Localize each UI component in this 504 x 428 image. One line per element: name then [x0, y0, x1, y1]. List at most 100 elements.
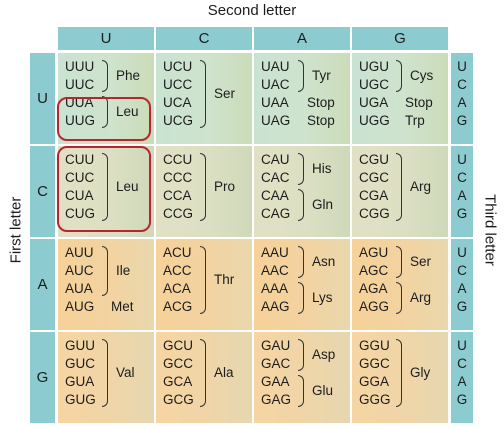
codon-cell: GUU GUC GUA GUG Val: [58, 332, 154, 423]
amino-acid-label: Tyr: [312, 68, 331, 83]
brace-icon: [102, 246, 108, 296]
codon-cell: AGU AGC AGA AGG Ser Arg: [352, 239, 448, 330]
codon-cell: UGU UGC UGA UGG Cys Stop Trp: [352, 53, 448, 144]
codon-cga: CGA: [359, 188, 389, 203]
codon-guu: GUU: [65, 338, 95, 353]
codon-uag: UAG: [261, 113, 291, 128]
codon-gca: GCA: [163, 374, 193, 389]
second-letter-header-g: G: [352, 27, 448, 50]
codon-gac: GAC: [261, 356, 291, 371]
amino-acid-label: His: [312, 161, 332, 176]
codon-auc: AUC: [65, 263, 94, 278]
codon-uac: UAC: [261, 77, 290, 92]
third-letter-title: Third letter: [481, 194, 499, 266]
codon-aua: AUA: [65, 281, 93, 296]
second-letter-header-u: U: [58, 27, 154, 50]
codon-cag: CAG: [261, 206, 291, 221]
codon-aau: AAU: [261, 245, 289, 260]
brace-icon: [298, 189, 304, 221]
codon-gua: GUA: [65, 374, 95, 389]
codon-ugu: UGU: [359, 59, 389, 74]
brace-icon: [298, 60, 304, 92]
codon-ccg: CCG: [163, 206, 193, 221]
codon-gau: GAU: [261, 338, 291, 353]
third-letter-c: C: [457, 77, 467, 92]
third-letter-g: G: [456, 299, 468, 314]
amino-acid-label: Leu: [116, 104, 139, 119]
third-letter-c: C: [457, 263, 467, 278]
amino-acid-label: Pro: [214, 179, 236, 194]
brace-icon: [396, 246, 402, 278]
codon-aac: AAC: [261, 263, 289, 278]
codon-cell: AUU AUC AUA AUG Ile Met: [58, 239, 154, 330]
codon-gaa: GAA: [261, 374, 290, 389]
codon-ugc: UGC: [359, 77, 389, 92]
brace-icon: [102, 339, 108, 407]
third-letter-u: U: [457, 338, 467, 353]
codon-gug: GUG: [65, 392, 96, 407]
amino-acid-label: Ser: [214, 86, 236, 101]
third-letter-u: U: [457, 245, 467, 260]
amino-acid-label: Phe: [116, 68, 141, 83]
codon-cug: CUG: [65, 206, 95, 221]
codon-cuc: CUC: [65, 170, 95, 185]
codon-cgc: CGC: [359, 170, 389, 185]
codon-gcu: GCU: [163, 338, 193, 353]
codon-ggu: GGU: [359, 338, 390, 353]
brace-icon: [396, 60, 402, 92]
codon-gcg: GCG: [163, 392, 194, 407]
amino-acid-label: Thr: [214, 272, 235, 287]
codon-ggc: GGC: [359, 356, 390, 371]
brace-icon: [200, 153, 206, 221]
codon-uga: UGA: [359, 95, 389, 110]
codon-cell: CAU CAC CAA CAG His Gln: [254, 146, 350, 237]
brace-icon: [298, 375, 304, 407]
codon-cell: UCU UCC UCA UCG Ser: [156, 53, 252, 144]
codon-cgg: CGG: [359, 206, 390, 221]
first-letter-header-u: U: [30, 53, 55, 144]
amino-acid-label: Asn: [312, 254, 336, 269]
codon-aag: AAG: [261, 299, 290, 314]
second-letter-title: Second letter: [207, 2, 297, 19]
brace-icon: [200, 60, 206, 128]
brace-icon: [396, 282, 402, 314]
codon-gga: GGA: [359, 374, 390, 389]
codon-uug: UUG: [65, 113, 95, 128]
codon-cua: CUA: [65, 188, 94, 203]
brace-icon: [200, 246, 206, 314]
amino-acid-label: Asp: [312, 347, 336, 362]
amino-acid-label: Gly: [410, 365, 431, 380]
codon-aug: AUG: [65, 299, 95, 314]
codon-uaa: UAA: [261, 95, 289, 110]
second-letter-header-a: A: [254, 27, 350, 50]
brace-icon: [102, 96, 108, 128]
codon-ccc: CCC: [163, 170, 193, 185]
codon-cell: GAU GAC GAA GAG Asp Glu: [254, 332, 350, 423]
third-letter-g: G: [456, 113, 468, 128]
codon-cac: CAC: [261, 170, 290, 185]
first-letter-header-c: C: [30, 146, 55, 237]
codon-ggg: GGG: [359, 392, 391, 407]
codon-aca: ACA: [163, 281, 191, 296]
amino-acid-label: Arg: [410, 179, 432, 194]
codon-uua: UUA: [65, 95, 94, 110]
third-letter-a: A: [457, 374, 467, 389]
codon-cuu: CUU: [65, 152, 95, 167]
codon-cell: UAU UAC UAA UAG Tyr Stop Stop: [254, 53, 350, 144]
amino-acid-label: Val: [116, 365, 135, 380]
second-letter-header-c: C: [156, 27, 252, 50]
codon-cgu: CGU: [359, 152, 389, 167]
brace-icon: [102, 60, 108, 92]
codon-guc: GUC: [65, 356, 95, 371]
codon-acc: ACC: [163, 263, 192, 278]
brace-icon: [298, 153, 304, 185]
amino-acid-label: Gln: [312, 197, 334, 212]
codon-uau: UAU: [261, 59, 290, 74]
amino-acid-label: Lys: [312, 290, 333, 305]
codon-cell: GCU GCC GCA GCG Ala: [156, 332, 252, 423]
amino-acid-label: Cys: [410, 68, 434, 83]
codon-ucc: UCC: [163, 77, 193, 92]
codon-cell: CCU CCC CCA CCG Pro: [156, 146, 252, 237]
